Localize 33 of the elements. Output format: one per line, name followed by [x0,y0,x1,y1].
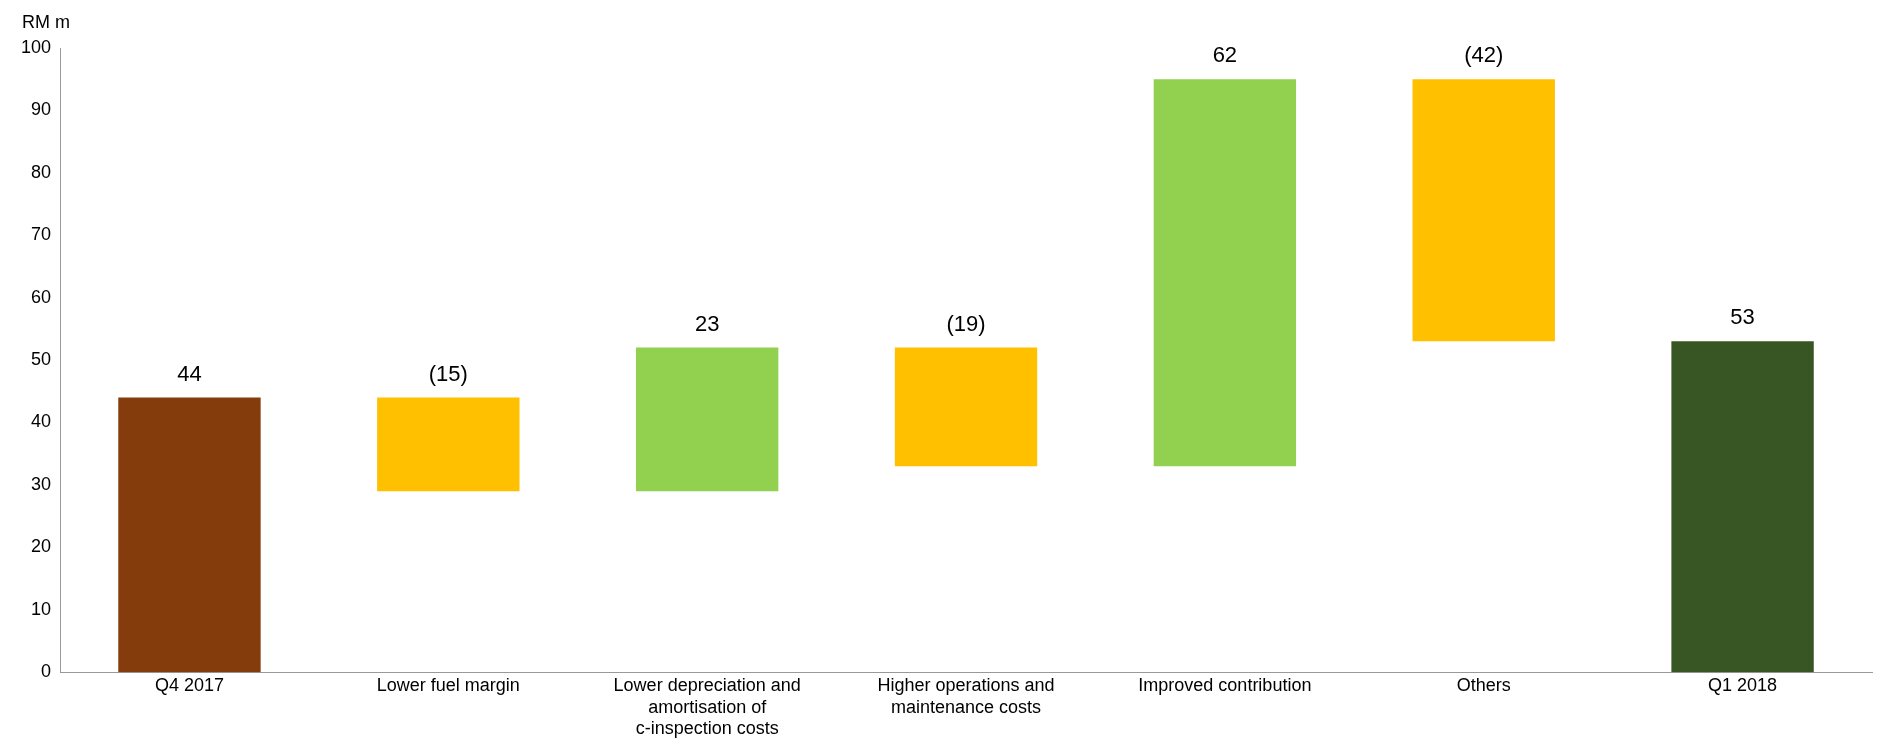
bar [1671,341,1814,673]
x-tick-label: Others [1456,674,1511,695]
bar [1153,79,1297,467]
y-tick-label: 10 [31,598,52,619]
data-label: (15) [428,360,468,386]
data-label: 44 [177,360,202,386]
y-tick-label: 90 [31,99,52,120]
bar [894,347,1038,467]
bar [1412,79,1555,342]
y-tick-label: 80 [31,161,52,182]
data-label: 53 [1730,304,1755,330]
bar [118,397,261,673]
bar [377,397,520,492]
y-axis-title: RM m [22,11,70,32]
x-tick-label: Higher operations and maintenance costs [877,674,1055,717]
data-label: (19) [946,310,986,336]
y-tick-label: 50 [31,349,52,370]
y-tick-label: 60 [31,286,52,307]
x-tick-label: Lower depreciation and amortisation of c-inspection costs [613,674,801,739]
y-tick-label: 100 [20,36,52,57]
y-tick-label: 40 [31,411,52,432]
data-label: (42) [1464,42,1504,68]
y-tick-label: 0 [41,661,52,682]
y-tick-label: 30 [31,473,52,494]
x-tick-label: Q1 2018 [1708,674,1778,695]
y-tick-label: 20 [31,536,52,557]
data-label: 62 [1212,42,1238,68]
bar [635,347,779,492]
y-tick-label: 70 [31,224,52,245]
data-label: 23 [694,310,720,336]
x-tick-label: Improved contribution [1138,674,1312,695]
x-tick-label: Q4 2017 [154,674,224,695]
x-tick-label: Lower fuel margin [376,674,520,695]
